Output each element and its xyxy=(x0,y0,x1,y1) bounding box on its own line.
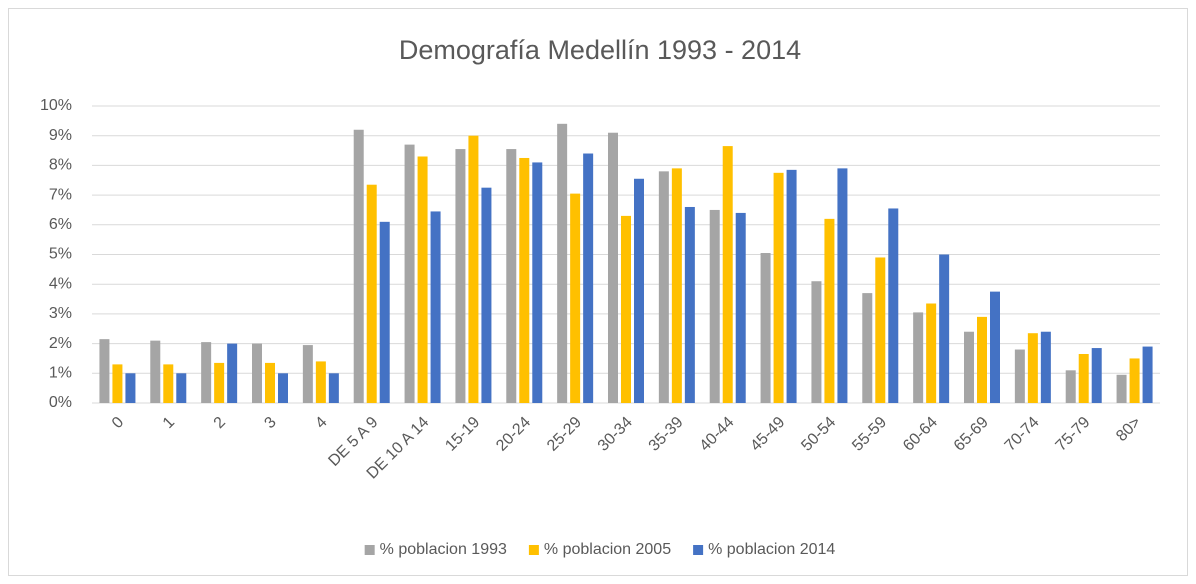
bar xyxy=(150,340,161,403)
legend-swatch xyxy=(528,545,539,555)
bar xyxy=(888,208,899,403)
bar xyxy=(1091,348,1102,403)
bar xyxy=(328,373,339,403)
chart-title: Demografía Medellín 1993 - 2014 xyxy=(399,35,801,65)
y-tick-label: 4% xyxy=(49,275,72,292)
legend-label: % poblacion 2005 xyxy=(544,541,671,558)
bar xyxy=(990,291,1000,403)
bar xyxy=(99,339,110,403)
legend-label: % poblacion 1993 xyxy=(380,541,507,558)
bar xyxy=(684,206,695,403)
bar xyxy=(621,215,631,403)
bar xyxy=(773,172,784,403)
bar xyxy=(519,157,530,403)
bar xyxy=(1116,374,1127,403)
bar xyxy=(608,132,618,404)
y-tick-label: 9% xyxy=(49,127,72,144)
bar xyxy=(265,362,275,403)
bar xyxy=(583,153,594,403)
y-tick-label: 5% xyxy=(49,246,72,263)
bar xyxy=(506,149,517,403)
bar xyxy=(837,168,848,403)
bar xyxy=(913,312,924,403)
bar xyxy=(201,342,212,403)
bar xyxy=(658,171,669,403)
legend-swatch xyxy=(693,545,704,555)
bar xyxy=(926,303,937,403)
bar xyxy=(824,218,835,403)
bar xyxy=(786,169,797,403)
bar xyxy=(1014,349,1025,403)
bar xyxy=(1142,346,1153,403)
y-tick-label: 1% xyxy=(49,365,72,382)
bar xyxy=(1078,353,1089,403)
bar xyxy=(964,331,974,403)
bar xyxy=(227,343,238,403)
bar xyxy=(176,373,187,403)
bar xyxy=(125,373,136,403)
y-tick-label: 7% xyxy=(49,186,72,203)
bar xyxy=(430,211,441,403)
bar xyxy=(1129,358,1140,403)
bar xyxy=(366,184,377,403)
bar xyxy=(532,162,543,403)
bar xyxy=(671,168,682,403)
legend-label: % poblacion 2014 xyxy=(708,541,835,558)
bar xyxy=(1065,370,1076,403)
bar xyxy=(1027,333,1038,403)
y-tick-label: 6% xyxy=(49,216,72,233)
bar xyxy=(875,257,886,403)
bar xyxy=(112,364,123,403)
bar xyxy=(468,135,479,403)
bar xyxy=(977,316,987,403)
bar xyxy=(379,221,390,403)
bar xyxy=(278,373,288,403)
y-tick-label: 3% xyxy=(49,305,72,322)
y-tick-label: 10% xyxy=(40,97,72,114)
bar xyxy=(760,253,771,403)
y-tick-label: 2% xyxy=(49,335,72,352)
bar xyxy=(315,361,326,403)
bar xyxy=(709,209,720,403)
bar xyxy=(252,343,262,403)
bar xyxy=(214,362,225,403)
bar xyxy=(735,212,746,403)
chart-border xyxy=(8,8,1188,576)
legend-swatch xyxy=(364,545,375,555)
bar xyxy=(557,123,568,403)
bar xyxy=(417,156,428,403)
bar xyxy=(455,149,466,403)
bar xyxy=(811,281,822,403)
bar xyxy=(570,193,581,403)
y-tick-label: 0% xyxy=(49,394,72,411)
bar xyxy=(1040,331,1051,403)
bar xyxy=(481,187,492,403)
y-tick-label: 8% xyxy=(49,157,72,174)
bar xyxy=(939,254,950,403)
bar xyxy=(163,364,174,403)
bar xyxy=(722,146,733,403)
bar xyxy=(404,144,415,404)
bar xyxy=(353,129,364,403)
bar xyxy=(302,345,313,403)
bar xyxy=(862,293,873,403)
bar xyxy=(634,178,644,403)
